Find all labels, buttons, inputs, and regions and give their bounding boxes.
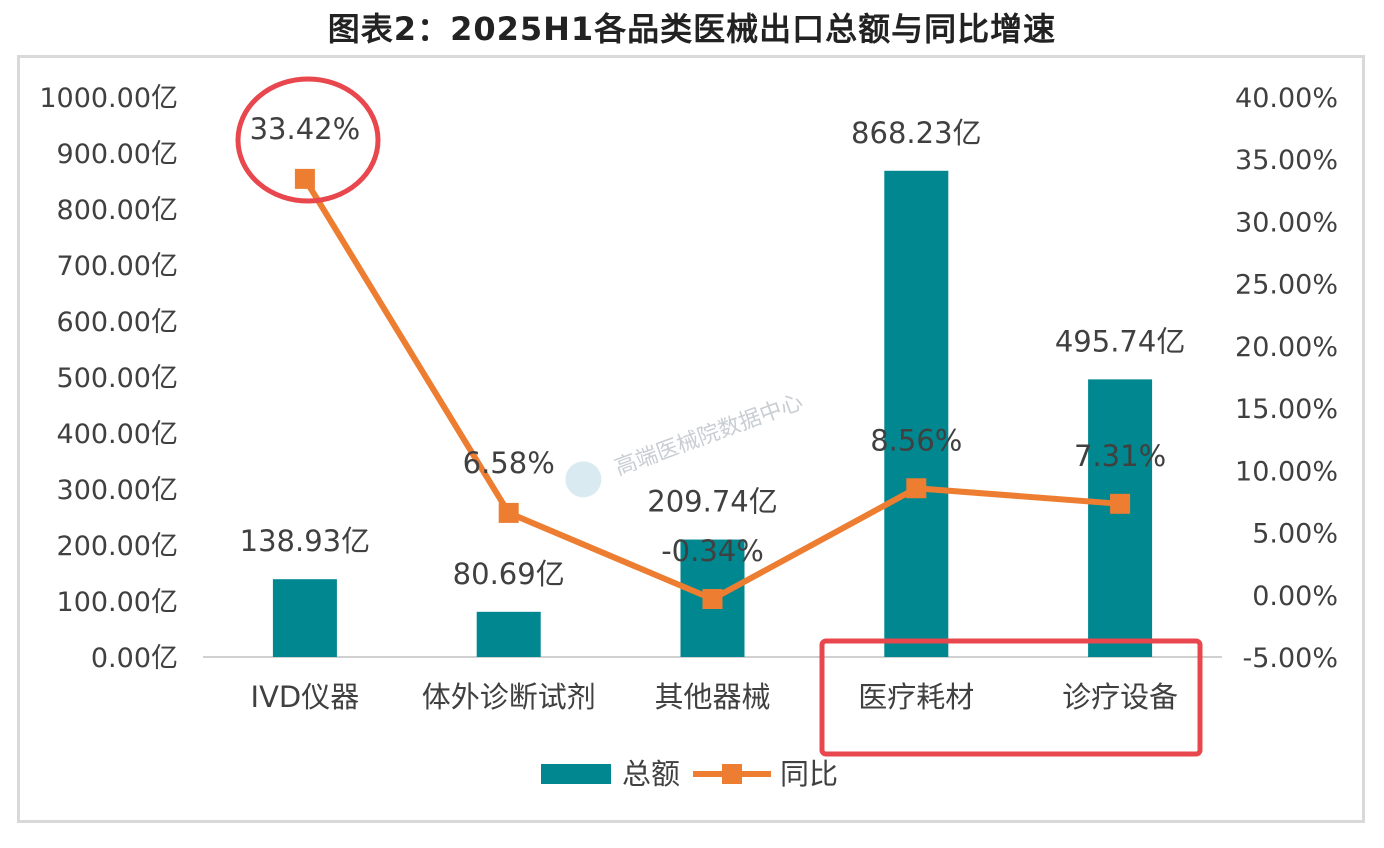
- line-point-marker: [702, 589, 723, 610]
- bar: [884, 170, 949, 657]
- legend-bar-swatch: [541, 764, 611, 784]
- line-value-label: 7.31%: [1074, 439, 1166, 473]
- y-left-tick-label: 500.00亿: [57, 363, 178, 394]
- legend-label: 同比: [780, 757, 838, 791]
- y-right-tick-label: 15.00%: [1235, 394, 1338, 425]
- y-left-tick-label: 900.00亿: [57, 139, 178, 170]
- watermark-logo-icon: [565, 461, 602, 498]
- line-value-label: 8.56%: [870, 423, 962, 457]
- legend-line-marker: [722, 764, 742, 784]
- y-left-tick-label: 100.00亿: [57, 587, 178, 618]
- y-right-tick-label: 0.00%: [1252, 581, 1338, 612]
- y-left-tick-label: 0.00亿: [91, 643, 178, 674]
- y-left-tick-label: 700.00亿: [57, 251, 178, 282]
- line-value-label: 33.42%: [250, 112, 361, 146]
- data-labels: 138.93亿 80.69亿 209.74亿 868.23亿 495.74亿 33.42%…: [240, 112, 1186, 591]
- bar: [1088, 379, 1153, 657]
- y-left-tick-label: 300.00亿: [57, 475, 178, 506]
- x-category-label: 体外诊断试剂: [422, 680, 596, 714]
- y-left-tick-label: 400.00亿: [57, 419, 178, 450]
- highlight-circle: [235, 76, 381, 204]
- y-right-tick-label: 25.00%: [1235, 270, 1338, 301]
- y-right-tick-label: 30.00%: [1235, 207, 1338, 238]
- line-point-marker: [294, 168, 315, 189]
- y-right-tick-label: 5.00%: [1252, 519, 1338, 550]
- bar-value-label: 209.74亿: [647, 485, 777, 519]
- y-right-tick-label: -5.00%: [1242, 643, 1338, 674]
- legend: 总额 同比: [541, 757, 838, 791]
- x-category-label: 诊疗设备: [1062, 680, 1178, 714]
- y-right-tick-label: 40.00%: [1235, 83, 1338, 114]
- y-left-tick-label: 600.00亿: [57, 307, 178, 338]
- bar-value-label: 138.93亿: [240, 524, 370, 558]
- line-value-label: 6.58%: [463, 446, 555, 480]
- bar-value-label: 495.74亿: [1055, 324, 1185, 358]
- line-value-label: -0.34%: [661, 534, 764, 568]
- y-left-tick-label: 200.00亿: [57, 531, 178, 562]
- bar-series: [272, 170, 1153, 657]
- bar: [272, 579, 337, 657]
- x-category-label: 其他器械: [654, 680, 770, 714]
- line-point-marker: [1110, 493, 1131, 514]
- bar: [476, 611, 541, 657]
- bar-value-label: 80.69亿: [453, 557, 565, 591]
- line-point-marker: [906, 478, 927, 499]
- y-left-tick-label: 1000.00亿: [39, 83, 178, 114]
- highlight-box: [819, 638, 1203, 757]
- chart-title: 图表2：2025H1各品类医械出口总额与同比增速: [327, 10, 1057, 48]
- x-category-label: IVD仪器: [251, 680, 360, 714]
- y-right-tick-label: 35.00%: [1235, 145, 1338, 176]
- y-right-tick-label: 20.00%: [1235, 332, 1338, 363]
- watermark-text: 高端医械院数据中心: [612, 390, 807, 481]
- y-right-tick-label: 10.00%: [1235, 456, 1338, 487]
- line-point-marker: [498, 502, 519, 523]
- x-category-label: 医疗耗材: [858, 680, 974, 714]
- y-left-tick-label: 800.00亿: [57, 195, 178, 226]
- line-series: [294, 168, 1131, 610]
- legend-label: 总额: [622, 757, 680, 791]
- bar-value-label: 868.23亿: [851, 116, 981, 150]
- annotations: [235, 76, 1203, 757]
